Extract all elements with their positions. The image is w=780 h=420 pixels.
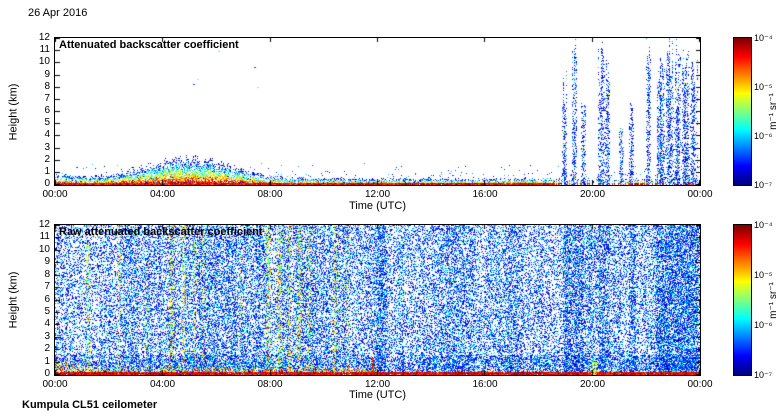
- instrument-label: Kumpula CL51 ceilometer: [22, 399, 158, 411]
- x-tick-label: 04:00: [149, 379, 176, 390]
- x-tick-label: 12:00: [364, 379, 391, 390]
- x-tick-label: 16:00: [472, 189, 498, 200]
- colorbar-tick-label: 10⁻⁴: [754, 220, 773, 230]
- time-axis-label-bottom: Time (UTC): [348, 389, 407, 401]
- height-axis-label-text-top: Height (km): [7, 83, 19, 140]
- colorbar-tick-label: 10⁻⁶: [754, 320, 773, 330]
- x-tick-label: 00:00: [42, 379, 68, 390]
- x-tick-label: 08:00: [257, 189, 283, 200]
- x-tick-label: 12:00: [364, 189, 391, 200]
- y-tick-label: 0: [44, 178, 50, 189]
- colorbar-unit-bottom: m⁻¹ sr⁻¹: [766, 225, 780, 375]
- x-tick-label: 00:00: [42, 189, 68, 200]
- x-tick-label: 08:00: [257, 379, 283, 390]
- y-tick-label: 11: [39, 44, 50, 56]
- colorbar-tick-label: 10⁻⁵: [754, 82, 773, 92]
- y-tick-label: 7: [44, 92, 50, 104]
- colorbar-tick-label: 10⁻⁴: [754, 33, 773, 43]
- y-tick-label: 8: [44, 80, 50, 92]
- y-tick-label: 8: [44, 268, 50, 280]
- attenuated-panel: Attenuated backscatter coefficient: [54, 37, 701, 186]
- y-tick-label: 7: [44, 281, 50, 293]
- y-tick-label: 10: [38, 243, 50, 255]
- x-tick-label: 04:00: [149, 189, 176, 200]
- colorbar-tick-label: 10⁻⁷: [754, 180, 773, 190]
- colorbar-unit-top: m⁻¹ sr⁻¹: [766, 38, 780, 185]
- y-tick-label: 11: [39, 231, 50, 243]
- height-axis-label-top: Height (km): [6, 38, 20, 185]
- y-tick-label: 1: [44, 165, 50, 177]
- colorbar-bottom-canvas: [734, 225, 751, 375]
- y-tick-label: 2: [44, 343, 50, 355]
- colorbar-top-canvas: [734, 38, 751, 185]
- y-tick-label: 3: [44, 141, 50, 153]
- x-tick-label: 20:00: [579, 379, 606, 390]
- x-tick-label: 20:00: [579, 189, 606, 200]
- height-axis-label-bottom: Height (km): [6, 225, 20, 375]
- colorbar-unit-text-top: m⁻¹ sr⁻¹: [767, 93, 779, 130]
- colorbar-top: [733, 37, 752, 186]
- y-tick-label: 3: [44, 330, 50, 342]
- y-tick-label: 12: [38, 32, 50, 43]
- y-tick-label: 9: [44, 68, 50, 80]
- attenuated-panel-title: Attenuated backscatter coefficient: [59, 39, 239, 51]
- y-tick-label: 0: [44, 368, 50, 379]
- attenuated-heatmap-canvas: [55, 38, 700, 185]
- y-tick-label: 4: [44, 318, 50, 330]
- y-tick-label: 2: [44, 153, 50, 165]
- y-tick-label: 12: [38, 219, 50, 230]
- colorbar-unit-text-bottom: m⁻¹ sr⁻¹: [767, 281, 779, 319]
- y-tick-label: 4: [44, 129, 50, 141]
- colorbar-bottom: [733, 224, 752, 376]
- raw-panel-title: Raw attenuated backscatter coefficient: [59, 226, 263, 238]
- x-tick-label: 00:00: [687, 379, 713, 390]
- colorbar-tick-label: 10⁻⁶: [754, 131, 773, 141]
- y-tick-label: 5: [44, 305, 50, 317]
- x-tick-label: 16:00: [472, 379, 498, 390]
- x-tick-label: 00:00: [687, 189, 713, 200]
- y-tick-label: 10: [38, 56, 50, 68]
- y-tick-label: 6: [44, 105, 50, 116]
- raw-heatmap-canvas: [55, 225, 700, 375]
- raw-panel: Raw attenuated backscatter coefficient: [54, 224, 701, 376]
- colorbar-tick-label: 10⁻⁷: [754, 370, 773, 380]
- height-axis-label-text-bottom: Height (km): [7, 271, 19, 329]
- colorbar-tick-label: 10⁻⁵: [754, 270, 773, 280]
- y-tick-label: 5: [44, 117, 50, 129]
- time-axis-label-top: Time (UTC): [348, 200, 407, 212]
- date-label: 26 Apr 2016: [28, 7, 88, 19]
- y-tick-label: 6: [44, 293, 50, 305]
- y-tick-label: 9: [44, 256, 50, 268]
- y-tick-label: 1: [44, 355, 50, 367]
